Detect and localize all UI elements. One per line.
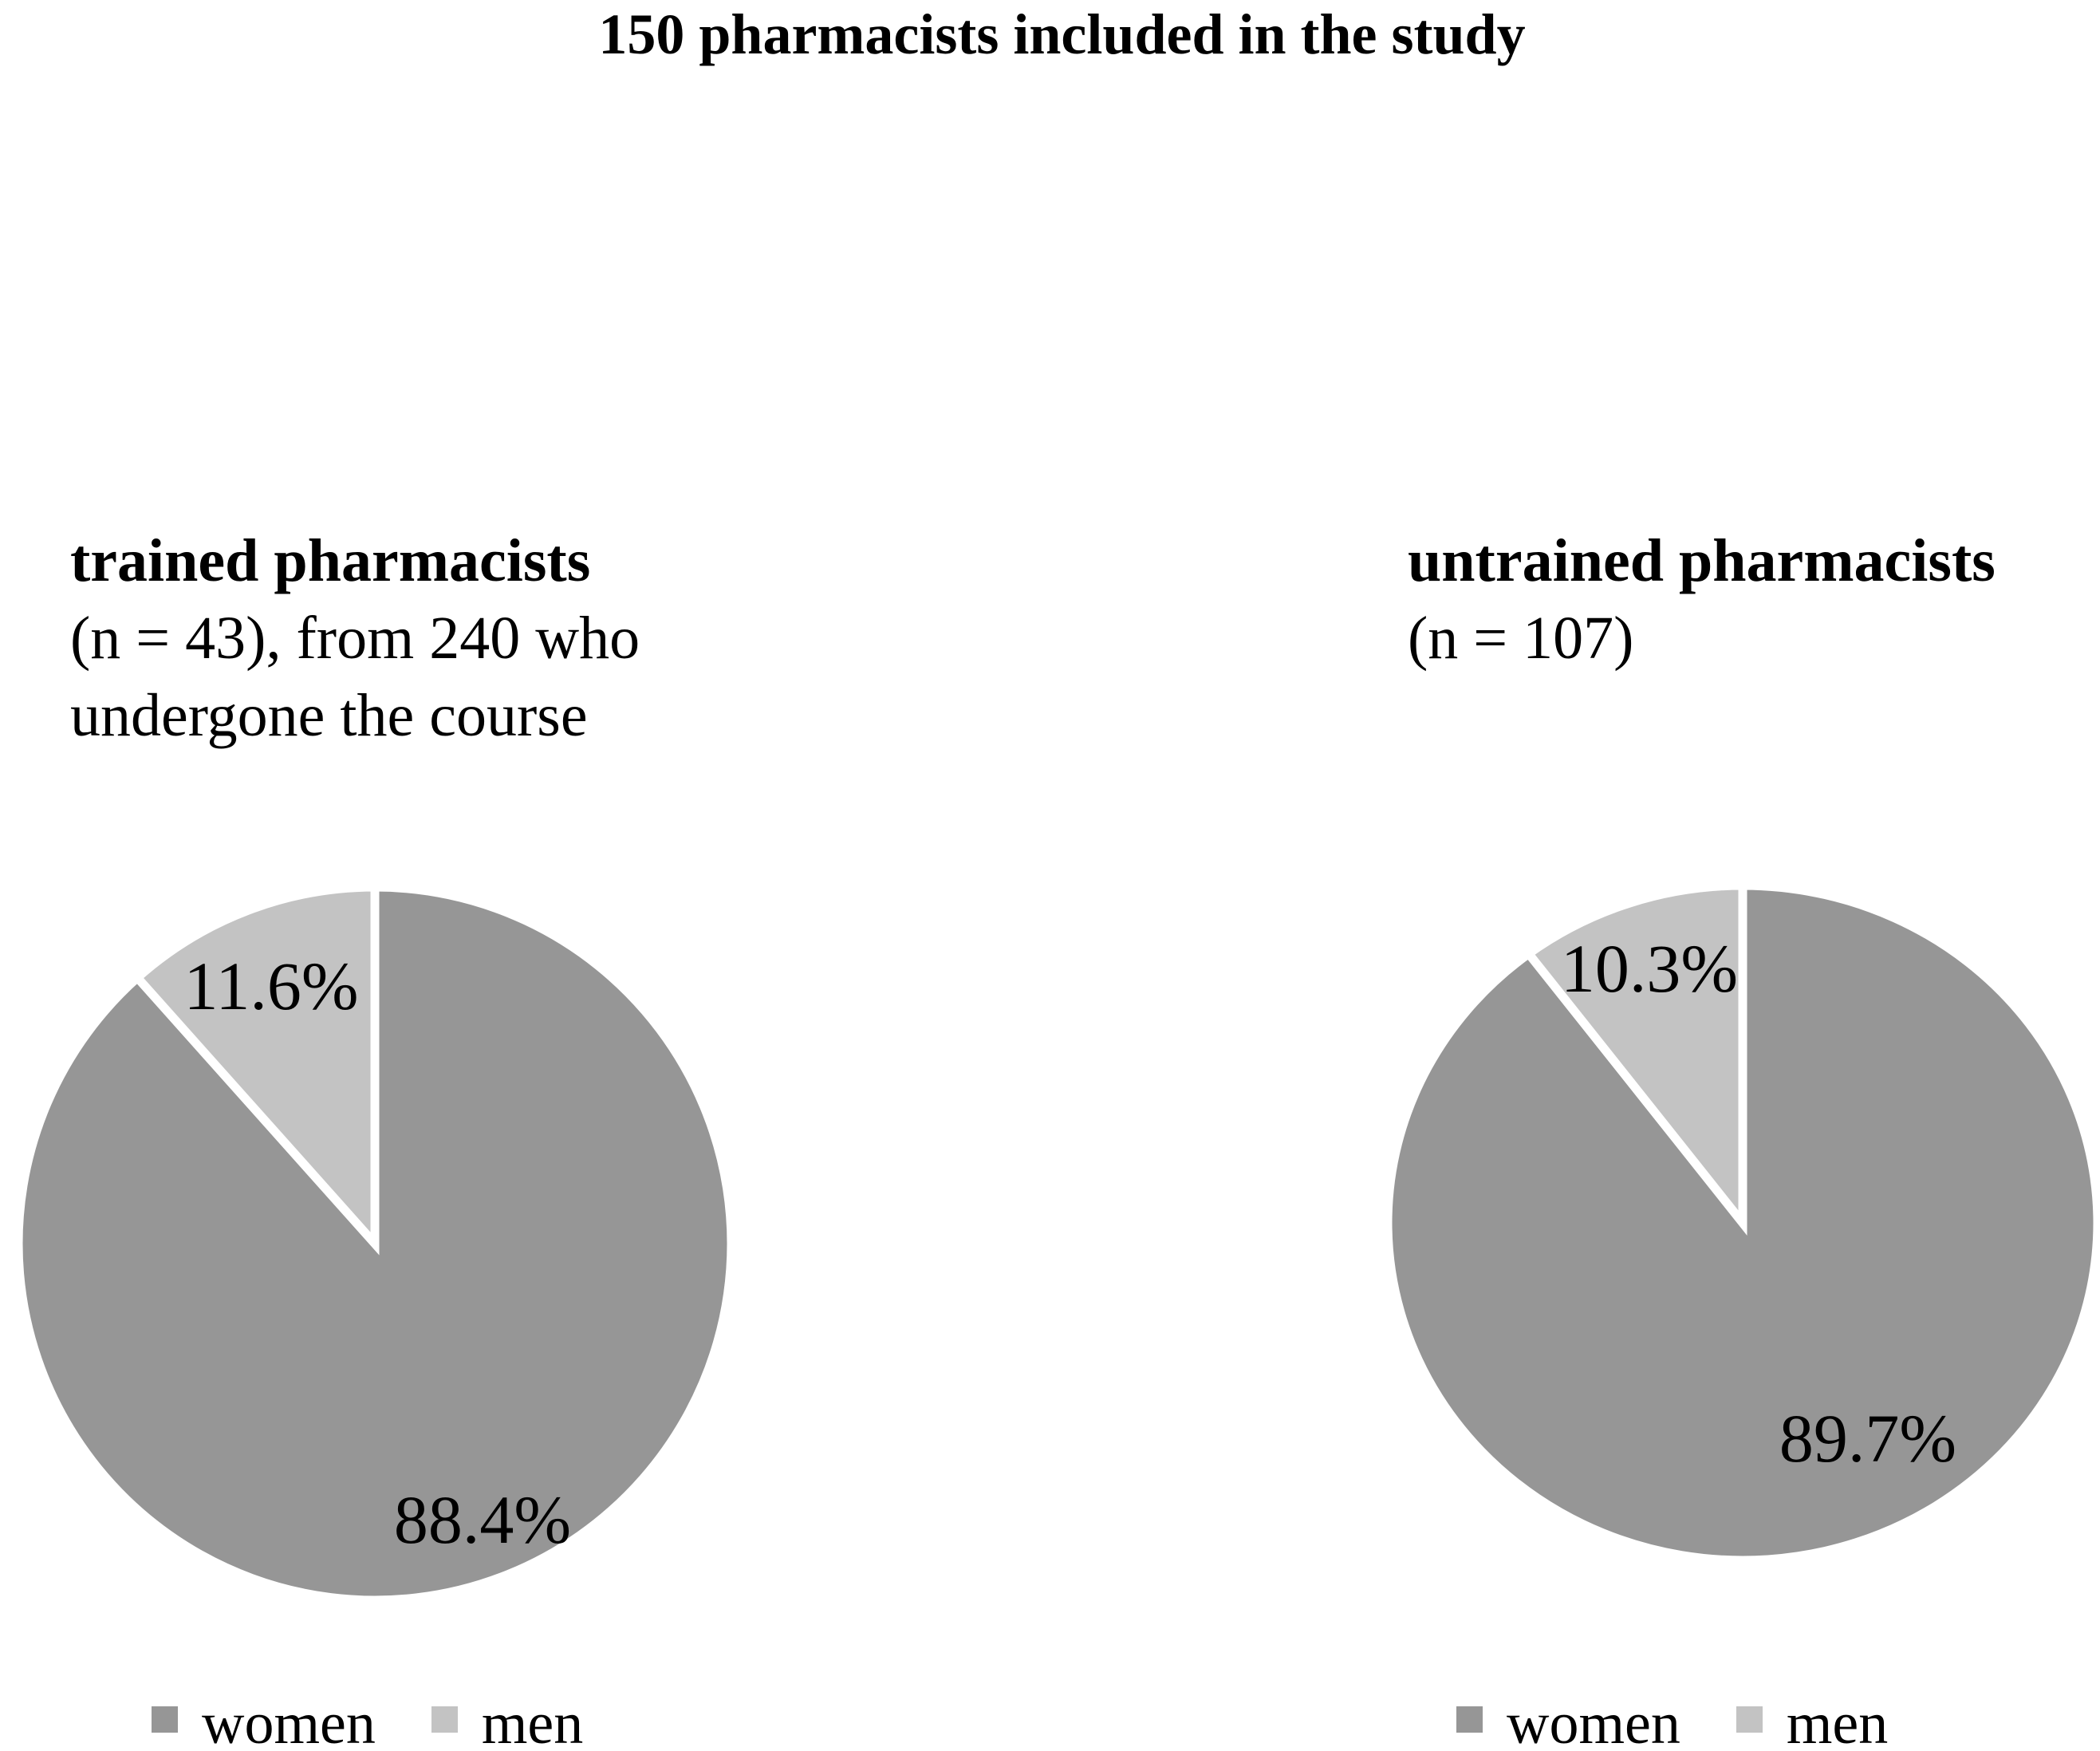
untrained-women-percent-label: 89.7% (1779, 1400, 1957, 1477)
untrained-subtitle-line2: (n = 107) (1408, 605, 1634, 672)
untrained-pie-chart (1385, 882, 2100, 1564)
women-swatch-icon (1456, 1706, 1483, 1733)
untrained-legend-item-men: men (1736, 1693, 1944, 1751)
trained-legend-label-women: women (202, 1691, 376, 1751)
men-slice (1522, 882, 1747, 1236)
trained-legend-label-men: men (481, 1691, 584, 1751)
untrained-legend-label-men: men (1786, 1691, 1889, 1751)
untrained-legend-item-women: women (1456, 1693, 1736, 1751)
trained-subtitle: trained pharmacists (n = 43), from 240 w… (70, 523, 640, 755)
trained-legend-item-men: men (431, 1693, 639, 1751)
trained-subtitle-bold: trained pharmacists (70, 527, 591, 594)
men-swatch-icon (1736, 1706, 1763, 1733)
trained-subtitle-line3: undergone the course (70, 682, 588, 749)
untrained-legend: women men (1456, 1693, 1944, 1751)
trained-legend: women men (152, 1693, 639, 1751)
men-slice (131, 882, 380, 1256)
untrained-subtitle: untrained pharmacists (n = 107) (1408, 523, 1996, 677)
trained-legend-item-women: women (152, 1693, 431, 1751)
trained-pie-chart (14, 882, 736, 1605)
chart-title: 150 pharmacists included in the study (598, 2, 1526, 66)
untrained-legend-label-women: women (1507, 1691, 1680, 1751)
trained-men-percent-label: 11.6% (183, 948, 359, 1024)
untrained-subtitle-bold: untrained pharmacists (1408, 527, 1996, 594)
men-swatch-icon (431, 1706, 458, 1733)
untrained-men-percent-label: 10.3% (1560, 930, 1739, 1007)
women-swatch-icon (152, 1706, 178, 1733)
trained-subtitle-line2: (n = 43), from 240 who (70, 605, 640, 672)
trained-women-percent-label: 88.4% (393, 1481, 572, 1558)
